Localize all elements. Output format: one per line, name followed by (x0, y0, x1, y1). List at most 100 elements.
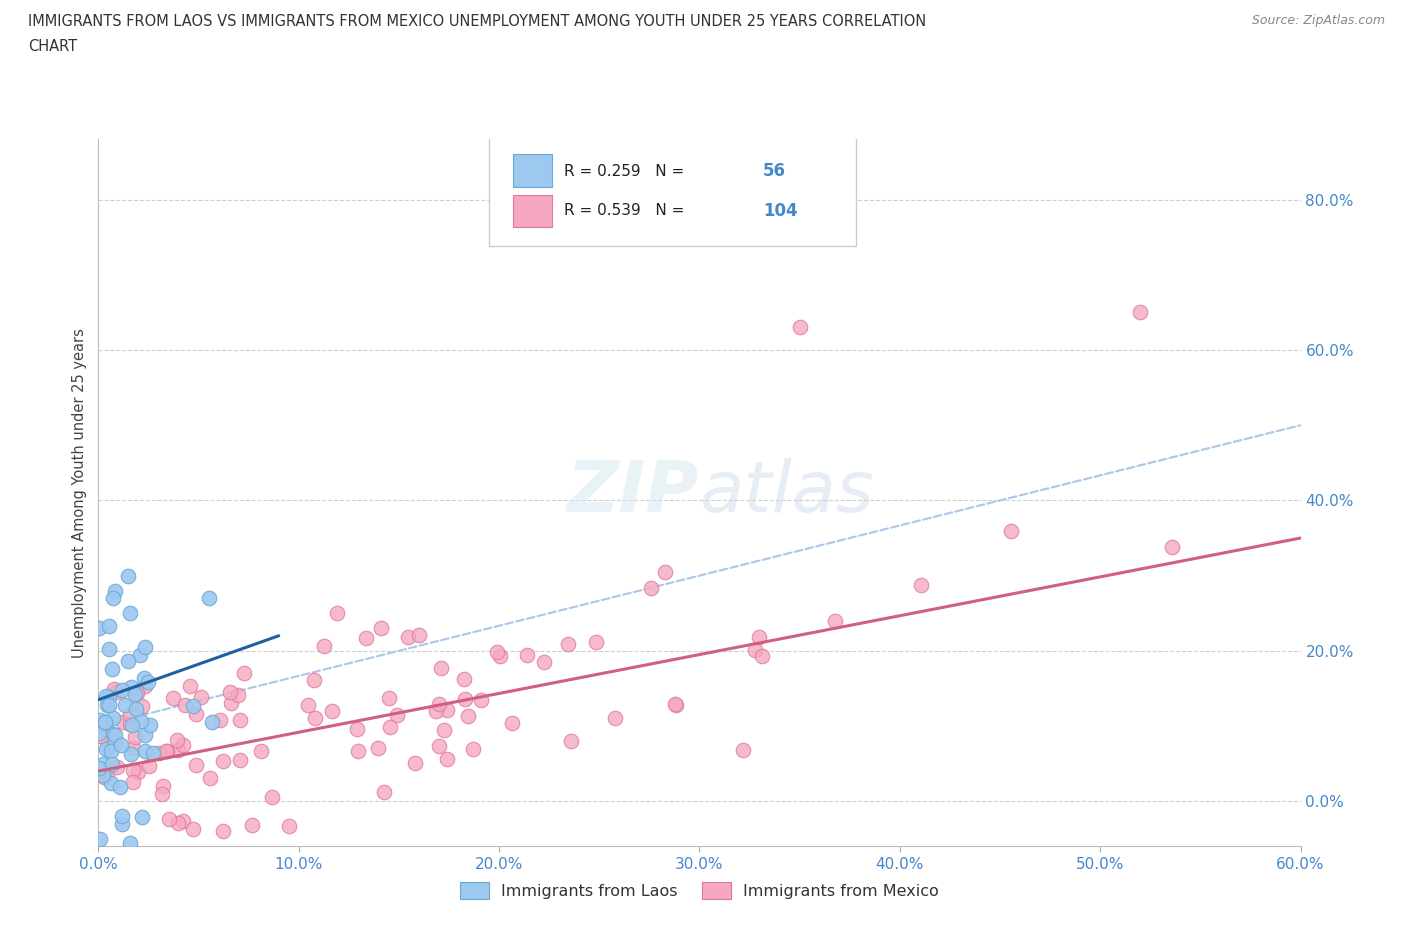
Point (250, 743, 273, 758)
Point (139, 717, 162, 732)
Point (172, 814, 194, 829)
Point (127, 685, 149, 700)
Text: Source: ZipAtlas.com: Source: ZipAtlas.com (1251, 14, 1385, 27)
Point (166, 733, 188, 748)
Point (789, 320, 811, 335)
Point (560, 733, 582, 748)
Text: 104: 104 (763, 202, 797, 219)
Point (1129, 305, 1152, 320)
Point (277, 818, 299, 833)
Point (89, 621, 111, 636)
Point (120, 835, 142, 850)
Point (117, 568, 139, 583)
Legend: Immigrants from Laos, Immigrants from Mexico: Immigrants from Laos, Immigrants from Me… (454, 876, 945, 906)
Point (104, 727, 127, 742)
Point (212, 754, 235, 769)
Point (94, 714, 117, 729)
Point (200, 771, 222, 786)
Point (387, 708, 409, 723)
Point (489, 648, 512, 663)
Point (312, 638, 335, 653)
Point (457, 709, 479, 724)
Point (370, 620, 392, 635)
Point (131, 810, 153, 825)
Point (664, 697, 686, 711)
Point (404, 755, 426, 770)
Point (557, 636, 579, 651)
Point (304, 673, 326, 688)
Point (100, 744, 122, 759)
Point (184, 707, 207, 722)
Point (321, 703, 343, 718)
Point (470, 693, 492, 708)
Point (114, 698, 136, 712)
FancyBboxPatch shape (513, 154, 551, 187)
Point (155, 743, 177, 758)
Point (190, 689, 212, 704)
Point (134, 639, 156, 654)
Point (120, 680, 142, 695)
Point (228, 712, 250, 727)
Point (131, 713, 153, 728)
Point (219, 696, 242, 711)
Point (396, 630, 419, 644)
Point (97, 736, 120, 751)
Point (436, 751, 458, 766)
Point (603, 711, 626, 725)
Point (91, 767, 114, 782)
Point (486, 644, 509, 659)
Point (117, 654, 139, 669)
Point (96, 766, 118, 781)
Point (98, 689, 121, 704)
Text: atlas: atlas (699, 458, 875, 527)
Point (232, 666, 254, 681)
Point (132, 671, 155, 685)
Text: R = 0.259   N =: R = 0.259 N = (564, 164, 689, 179)
Point (118, 708, 141, 723)
Point (103, 682, 125, 697)
Point (162, 691, 184, 706)
Point (367, 740, 389, 755)
Point (516, 648, 538, 663)
Point (124, 730, 146, 745)
Point (120, 747, 142, 762)
Point (430, 660, 453, 675)
Point (166, 816, 188, 830)
Text: IMMIGRANTS FROM LAOS VS IMMIGRANTS FROM MEXICO UNEMPLOYMENT AMONG YOUTH UNDER 25: IMMIGRANTS FROM LAOS VS IMMIGRANTS FROM … (28, 14, 927, 29)
Point (121, 718, 143, 733)
Point (240, 817, 263, 832)
Point (89, 831, 111, 846)
Point (121, 740, 143, 755)
Point (112, 715, 135, 730)
Point (108, 779, 131, 794)
Point (128, 647, 150, 662)
Point (101, 756, 124, 771)
Point (118, 605, 141, 620)
Point (150, 787, 173, 802)
Point (104, 684, 127, 699)
Point (91, 757, 114, 772)
Point (377, 691, 399, 706)
Text: 56: 56 (763, 163, 786, 180)
Point (122, 763, 145, 777)
Point (125, 701, 148, 716)
Point (124, 686, 146, 701)
Point (98, 698, 121, 712)
Point (408, 628, 430, 643)
Point (111, 817, 134, 831)
Point (463, 741, 485, 756)
Point (89, 712, 111, 727)
Point (101, 662, 124, 677)
Point (425, 704, 447, 719)
Point (1000, 523, 1022, 538)
Point (94, 714, 117, 729)
Point (436, 702, 458, 717)
Point (90, 728, 112, 743)
Point (101, 727, 124, 742)
Point (453, 671, 475, 686)
Point (156, 744, 179, 759)
Point (373, 785, 395, 800)
Point (454, 692, 477, 707)
Point (120, 717, 142, 732)
Point (94, 741, 117, 756)
